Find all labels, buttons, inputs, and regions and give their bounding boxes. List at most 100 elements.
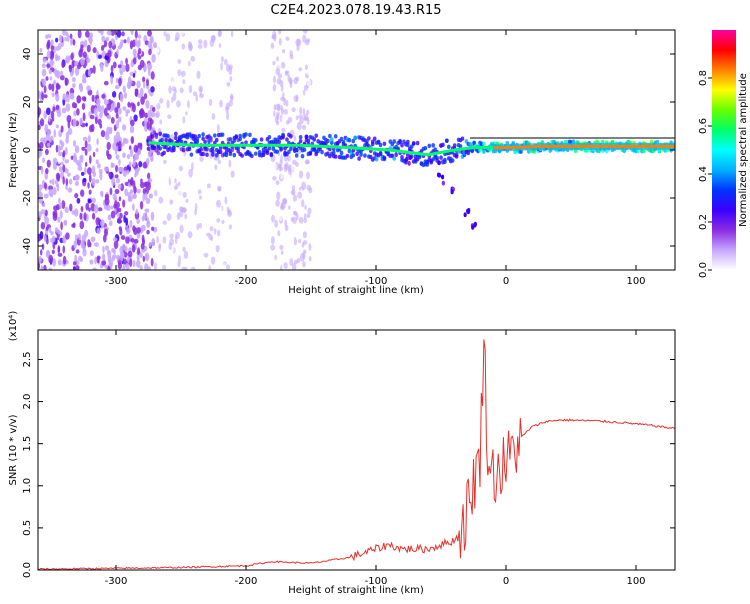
- noise-blob: [71, 101, 76, 109]
- colorbar-ticks: 0.0 0.2 0.4 0.6 0.8: [698, 70, 712, 278]
- noise-blob: [161, 108, 165, 117]
- noise-blob: [131, 244, 136, 253]
- ridge-halo: [261, 152, 266, 158]
- noise-blob: [270, 244, 276, 251]
- noise-blob: [117, 183, 122, 190]
- noise-blob: [145, 197, 151, 205]
- ridge-halo: [417, 154, 422, 160]
- ridge-halo: [285, 137, 289, 142]
- noise-blob: [296, 231, 301, 237]
- ridge-halo: [351, 153, 356, 158]
- noise-blob: [126, 154, 131, 160]
- ridge-halo: [236, 145, 240, 151]
- noise-blob: [181, 43, 186, 50]
- noise-blob: [111, 247, 116, 253]
- noise-blob: [48, 267, 53, 270]
- noise-blob: [132, 260, 136, 268]
- noise-blob: [228, 159, 232, 168]
- noise-blob: [171, 77, 176, 83]
- noise-blob: [295, 115, 299, 120]
- noise-blob: [114, 188, 120, 195]
- noise-blob: [82, 136, 88, 142]
- noise-blob: [140, 224, 146, 232]
- noise-blob: [73, 240, 77, 249]
- ridge-halo: [330, 137, 334, 142]
- noise-blob: [291, 185, 296, 191]
- noise-blob: [63, 220, 68, 226]
- noise-blob: [112, 142, 117, 151]
- noise-blob: [73, 176, 78, 181]
- noise-blob: [145, 252, 150, 262]
- noise-blob: [149, 193, 154, 199]
- noise-blob: [298, 114, 304, 119]
- snr-x-ticks: -300 -200 -100 0 100: [105, 330, 646, 587]
- noise-blob: [65, 131, 69, 140]
- noise-blob: [230, 30, 234, 38]
- ridge-halo: [214, 153, 219, 158]
- noise-blob: [291, 159, 297, 165]
- noise-blob: [55, 82, 60, 91]
- noise-blob: [220, 62, 223, 71]
- ridge-halo: [244, 132, 248, 137]
- noise-blob: [120, 235, 126, 240]
- noise-blob: [133, 238, 139, 244]
- noise-blob: [74, 145, 80, 154]
- noise-blob: [188, 40, 192, 49]
- noise-blob: [115, 154, 120, 160]
- noise-blob: [64, 147, 68, 156]
- noise-blob: [82, 178, 87, 183]
- noise-blob: [190, 266, 196, 270]
- noise-blob: [110, 205, 114, 210]
- noise-blob: [180, 37, 186, 44]
- y-tick-label: -40: [22, 238, 33, 254]
- ridge-halo: [224, 152, 229, 158]
- ridge-halo: [294, 153, 299, 158]
- noise-blob: [51, 178, 55, 186]
- noise-blob: [142, 161, 148, 169]
- noise-blob: [289, 78, 293, 85]
- noise-blob: [176, 221, 180, 227]
- noise-blob: [65, 184, 68, 191]
- noise-blob: [42, 157, 46, 164]
- noise-blob: [156, 235, 159, 244]
- noise-blob: [230, 170, 235, 178]
- noise-blob: [72, 83, 76, 89]
- ridge-halo: [394, 152, 398, 157]
- noise-blob: [84, 148, 88, 156]
- colorbar-tick-label: 0.2: [698, 214, 709, 230]
- ridge-halo: [378, 142, 383, 148]
- ridge-halo: [294, 147, 299, 153]
- noise-blob: [78, 255, 83, 262]
- ridge-halo: [353, 135, 358, 140]
- noise-blob: [124, 211, 129, 216]
- noise-blob: [289, 54, 294, 60]
- noise-blob: [108, 259, 114, 268]
- noise-blob: [114, 200, 118, 207]
- ridge-halo: [218, 145, 223, 151]
- noise-blob: [136, 80, 141, 89]
- noise-blob: [281, 49, 286, 54]
- noise-blob: [97, 30, 102, 34]
- noise-blob: [190, 55, 196, 62]
- noise-blob: [188, 168, 193, 178]
- noise-blob: [155, 35, 161, 43]
- noise-blob: [57, 252, 63, 257]
- noise-blob: [117, 217, 122, 223]
- noise-blob: [123, 92, 128, 99]
- noise-blob: [146, 157, 150, 166]
- noise-blob: [281, 116, 286, 124]
- noise-blob: [154, 262, 158, 270]
- noise-blob: [126, 36, 130, 44]
- ridge-halo: [571, 139, 576, 144]
- noise-blob: [138, 161, 143, 168]
- noise-blob: [211, 113, 216, 120]
- noise-blob: [81, 146, 86, 151]
- noise-blob: [100, 219, 105, 227]
- noise-blob: [45, 76, 49, 81]
- noise-blob: [117, 212, 120, 218]
- noise-blob: [180, 171, 185, 177]
- noise-blob: [102, 245, 105, 254]
- noise-blob: [84, 162, 88, 167]
- y-tick-label: 2.5: [22, 352, 33, 368]
- noise-blob: [137, 34, 142, 39]
